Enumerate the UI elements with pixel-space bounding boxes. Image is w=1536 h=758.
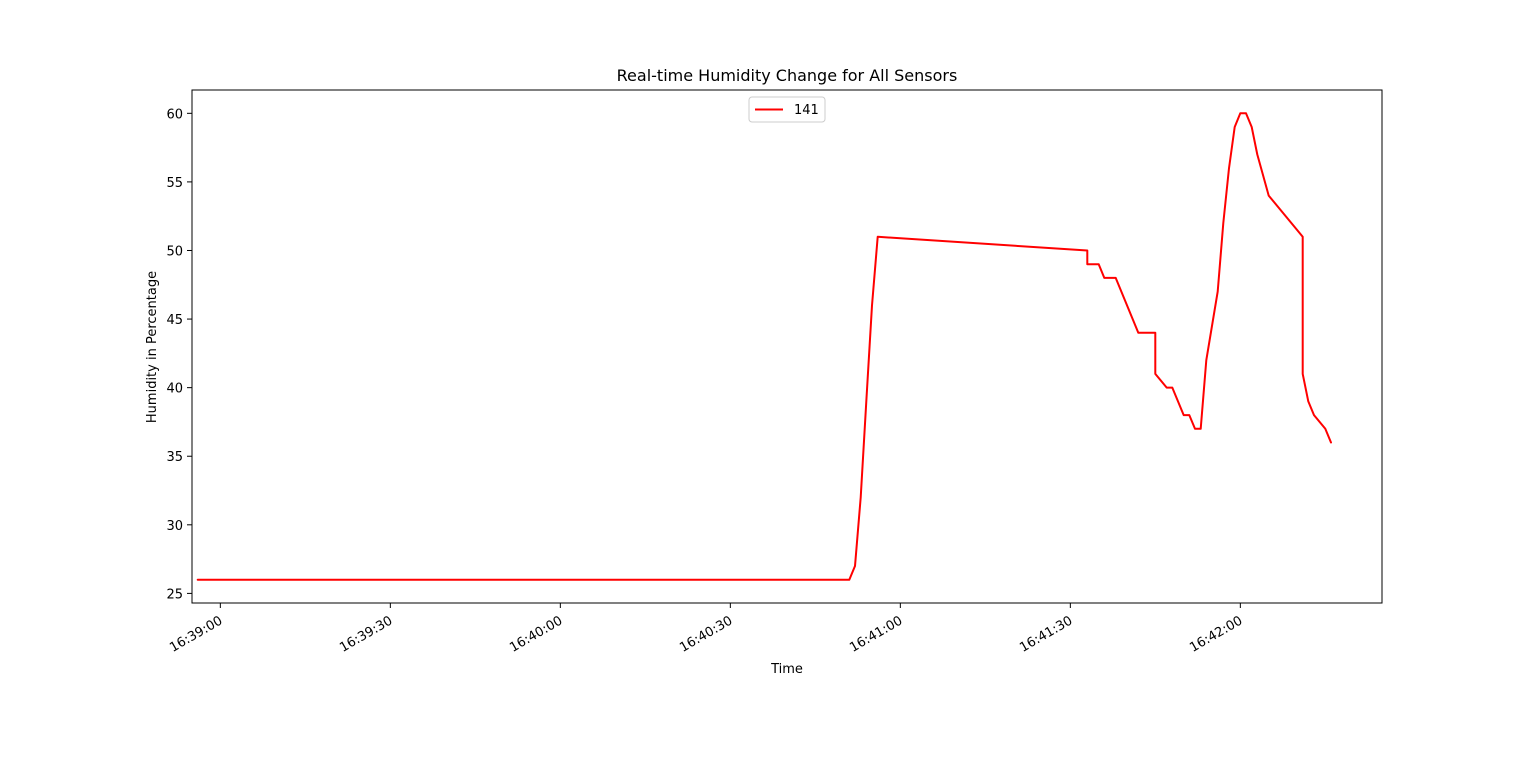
y-tick-label: 55: [166, 176, 183, 191]
chart-title: Real-time Humidity Change for All Sensor…: [617, 66, 958, 85]
y-tick-label: 60: [166, 107, 183, 122]
y-axis-label: Humidity in Percentage: [145, 271, 160, 423]
y-tick-label: 40: [166, 382, 183, 397]
y-axis-ticks: 25 30 35 40 45 50 55 60: [166, 107, 192, 602]
y-tick-label: 50: [166, 244, 183, 259]
legend: 141: [748, 96, 826, 123]
plot-area: [192, 90, 1382, 603]
legend-label: 141: [794, 103, 819, 118]
legend-box: [748, 96, 826, 123]
series-layer: [196, 112, 1332, 581]
y-tick-label: 25: [166, 587, 183, 602]
y-tick-label: 45: [166, 313, 183, 328]
y-tick-label: 30: [166, 519, 183, 534]
series-line-141: [196, 112, 1332, 581]
y-tick-label: 35: [166, 450, 183, 465]
x-axis-label: Time: [770, 662, 803, 677]
plot-frame: [191, 89, 1383, 604]
